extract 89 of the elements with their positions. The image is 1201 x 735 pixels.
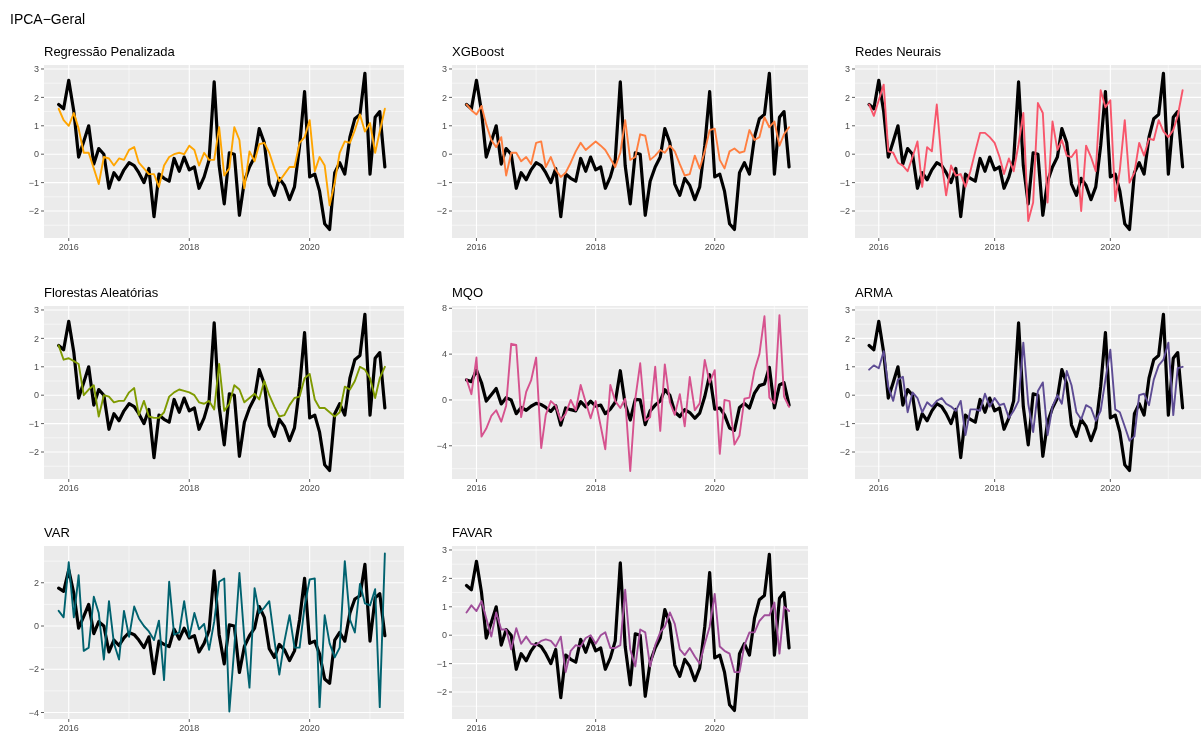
y-tick-label: 3	[33, 64, 39, 75]
y-tick-label: 1	[441, 120, 447, 131]
x-tick-label: 2016	[58, 723, 79, 733]
x-tick-label: 2020	[1100, 483, 1121, 493]
y-tick-label: 3	[844, 305, 850, 316]
y-tick-label: 0	[441, 630, 447, 641]
x-tick-label: 2020	[299, 242, 320, 252]
y-tick-label: −1	[839, 177, 850, 188]
line-series	[464, 552, 791, 713]
y-tick-label: −1	[28, 418, 39, 429]
line-series	[464, 71, 791, 232]
y-tick-label: −2	[436, 206, 447, 217]
x-tick-label: 2016	[58, 483, 79, 493]
chart-title: VAR	[44, 525, 70, 540]
chart-title: XGBoost	[452, 44, 505, 59]
y-tick-label: −1	[28, 177, 39, 188]
line-series	[57, 344, 386, 419]
y-tick-label: 2	[441, 573, 447, 584]
x-tick-label: 2016	[466, 483, 487, 493]
text: IPCA−Geral	[10, 11, 86, 27]
x-tick-label: 2020	[299, 483, 320, 493]
x-tick-label: 2020	[704, 483, 725, 493]
chart-title: Redes Neurais	[855, 44, 942, 59]
y-tick-label: 3	[441, 64, 447, 75]
y-tick-label: 2	[441, 92, 447, 103]
y-tick-label: −1	[436, 177, 447, 188]
x-tick-label: 2016	[868, 242, 889, 252]
x-tick-label: 2020	[1100, 242, 1121, 252]
y-tick-label: 2	[844, 92, 850, 103]
y-tick-label: 8	[441, 303, 447, 314]
x-tick-label: 2018	[179, 242, 200, 252]
x-tick-label: 2020	[299, 723, 320, 733]
line-series	[867, 312, 1185, 473]
x-tick-label: 2018	[179, 483, 200, 493]
line-series	[868, 341, 1184, 442]
y-tick-label: −4	[436, 440, 447, 451]
y-tick-label: −1	[436, 658, 447, 669]
y-tick-label: −2	[839, 447, 850, 458]
x-tick-label: 2016	[868, 483, 889, 493]
y-tick-label: 0	[33, 390, 39, 401]
y-tick-label: −2	[28, 447, 39, 458]
x-tick-label: 2018	[585, 723, 606, 733]
x-tick-label: 2016	[466, 242, 487, 252]
line-series	[465, 103, 791, 178]
y-tick-label: 0	[33, 149, 39, 160]
y-tick-label: −2	[28, 206, 39, 217]
y-tick-label: 1	[844, 120, 850, 131]
chart-title: ARMA	[855, 285, 893, 300]
y-tick-label: 3	[844, 64, 850, 75]
x-tick-label: 2016	[58, 242, 79, 252]
line-series	[465, 314, 791, 472]
y-tick-label: 4	[441, 349, 447, 360]
y-tick-label: 3	[33, 305, 39, 316]
x-tick-label: 2016	[466, 723, 487, 733]
chart-title: FAVAR	[452, 525, 493, 540]
y-tick-label: 0	[441, 149, 447, 160]
y-tick-label: 3	[441, 545, 447, 556]
y-tick-label: 0	[844, 390, 850, 401]
y-tick-label: 1	[844, 361, 850, 372]
y-tick-label: 2	[844, 333, 850, 344]
y-tick-label: −1	[839, 418, 850, 429]
line-series	[465, 588, 791, 674]
y-tick-label: 0	[33, 621, 39, 632]
line-series	[57, 71, 387, 232]
x-tick-label: 2020	[704, 723, 725, 733]
line-series	[57, 552, 386, 713]
y-tick-label: 2	[33, 333, 39, 344]
y-tick-label: 0	[441, 395, 447, 406]
y-tick-label: −2	[28, 664, 39, 675]
y-tick-label: 2	[33, 577, 39, 588]
y-tick-label: 2	[33, 92, 39, 103]
chart-title: MQO	[452, 285, 484, 300]
y-tick-label: −4	[28, 707, 39, 718]
x-tick-label: 2020	[704, 242, 725, 252]
x-tick-label: 2018	[585, 242, 606, 252]
y-tick-label: 1	[33, 120, 39, 131]
x-tick-label: 2018	[585, 483, 606, 493]
chart-title: Regressão Penalizada	[44, 44, 176, 59]
line-series	[57, 312, 387, 473]
x-tick-label: 2018	[984, 483, 1005, 493]
line-series	[57, 107, 386, 207]
chart-title: Florestas Aleatórias	[44, 285, 159, 300]
y-tick-label: 1	[33, 361, 39, 372]
x-tick-label: 2018	[179, 723, 200, 733]
y-tick-label: 1	[441, 601, 447, 612]
y-tick-label: 0	[844, 149, 850, 160]
y-tick-label: −2	[436, 687, 447, 698]
y-tick-label: −2	[839, 206, 850, 217]
x-tick-label: 2018	[984, 242, 1005, 252]
